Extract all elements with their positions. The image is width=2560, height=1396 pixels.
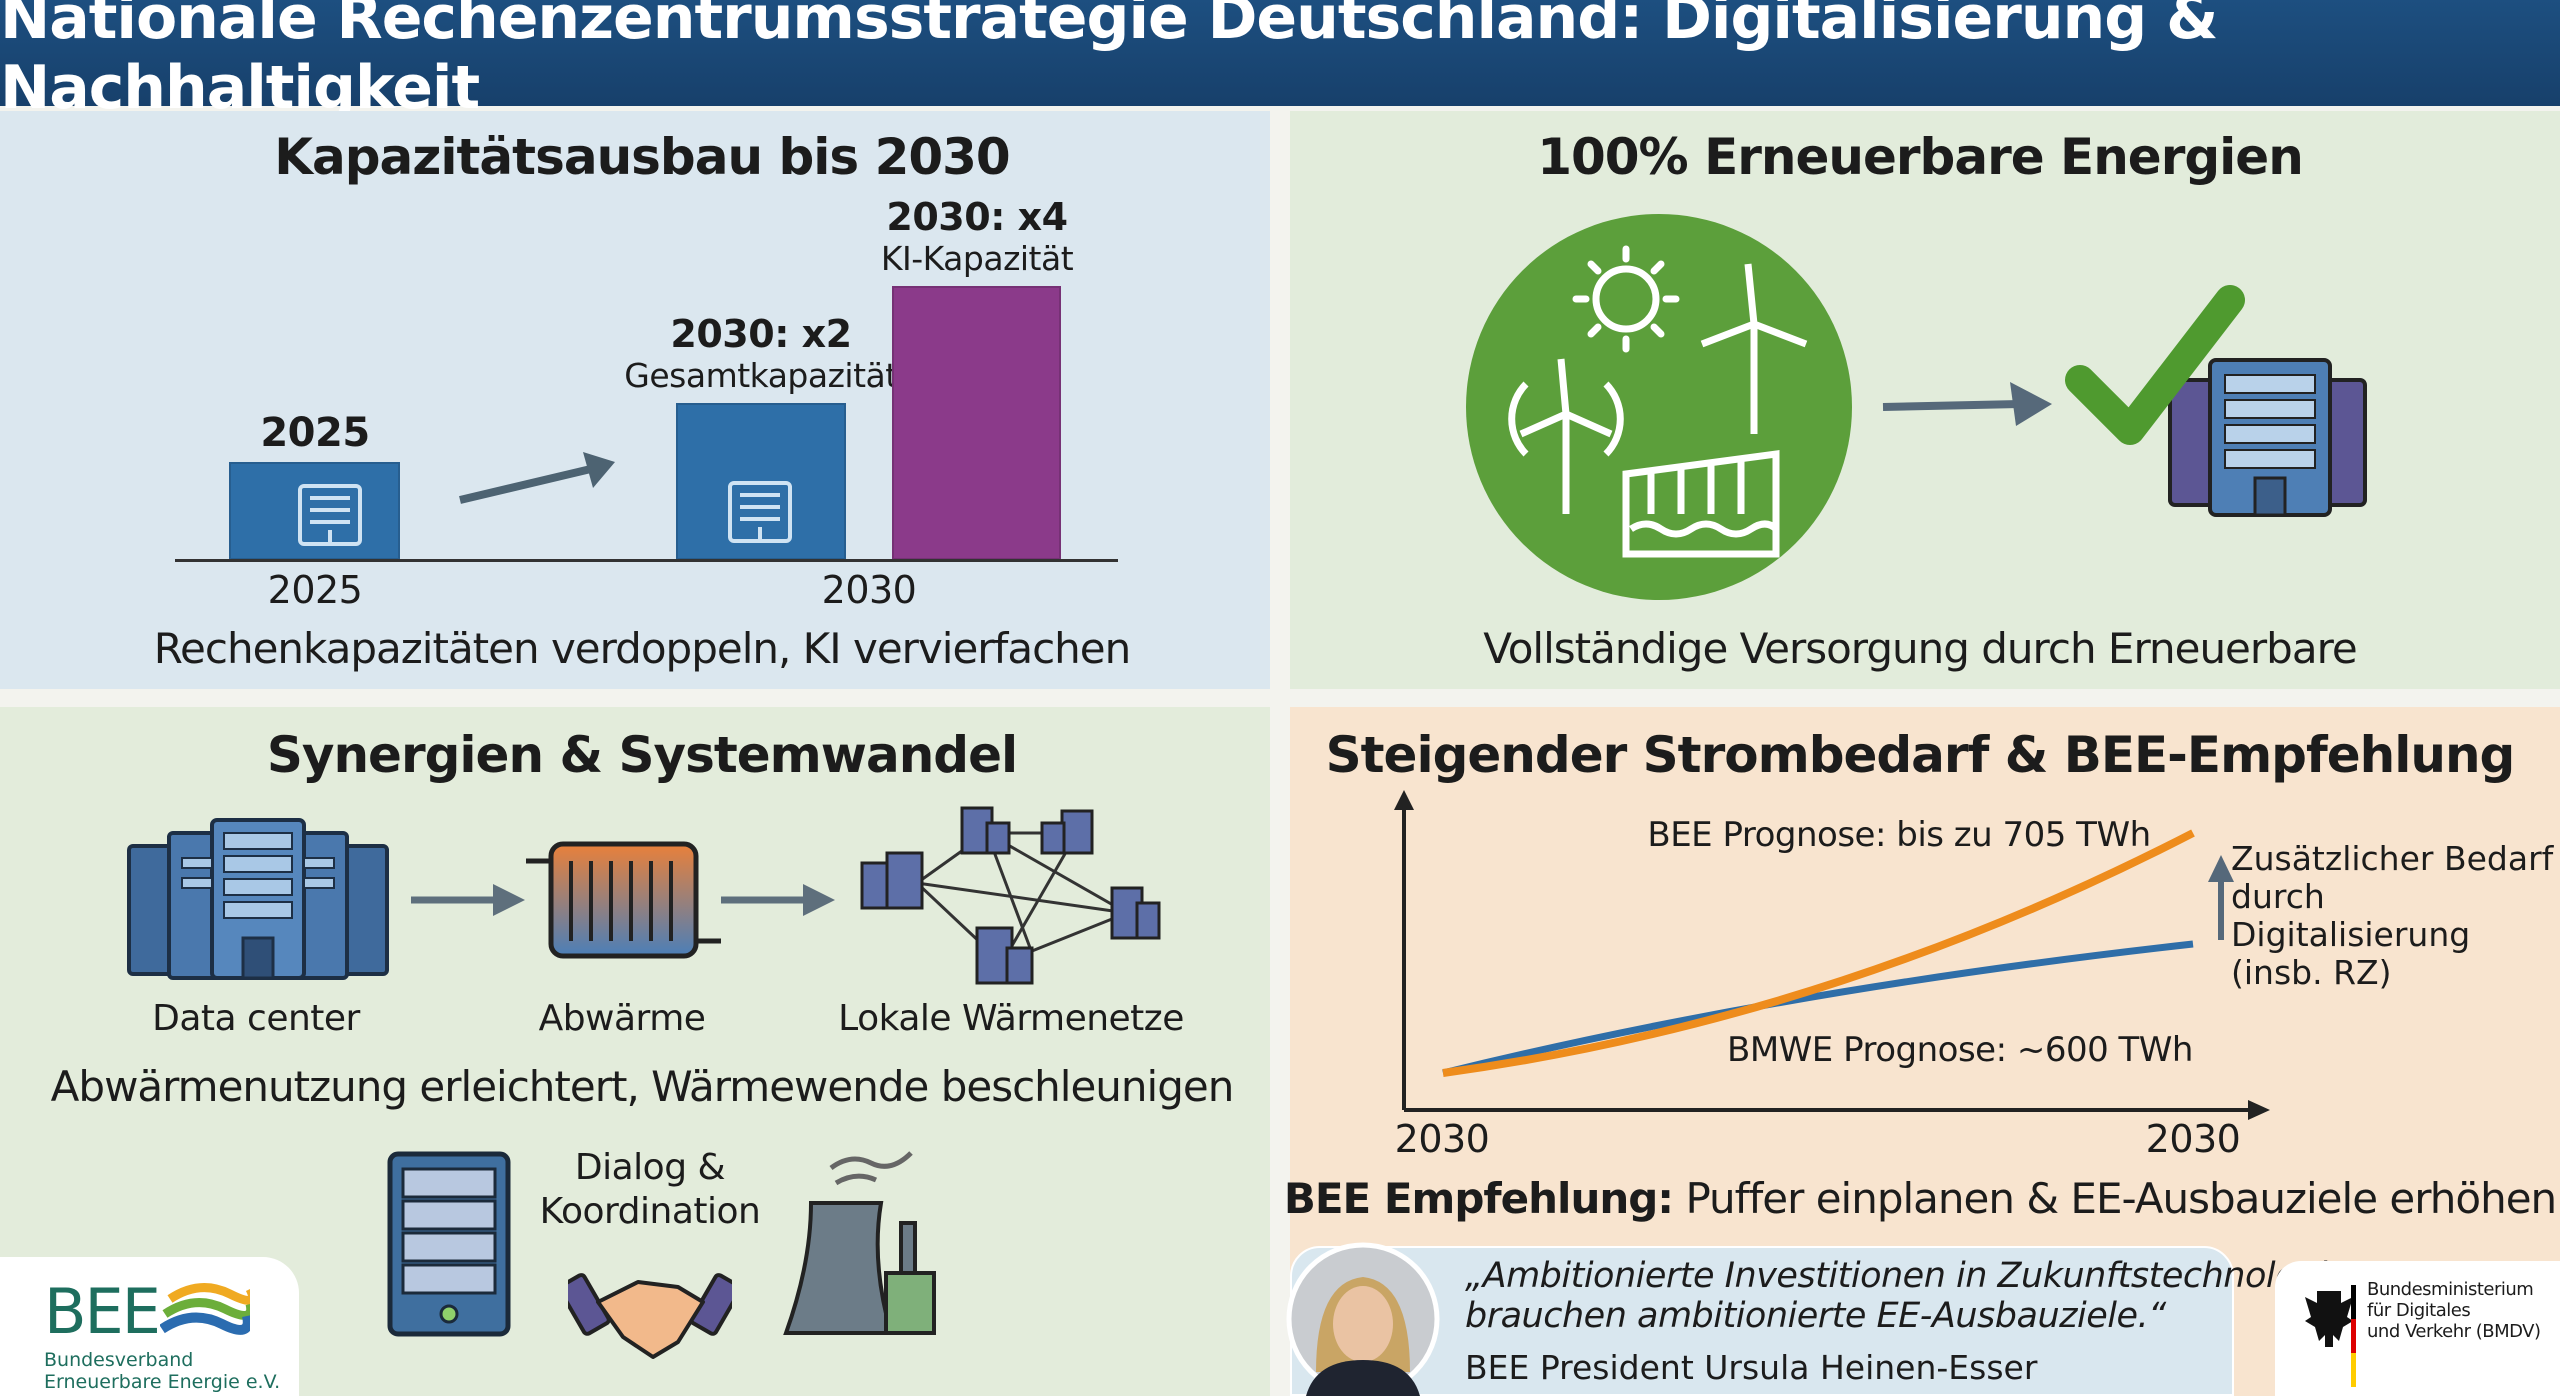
series-line-bmwe [1442, 940, 2194, 1077]
quote-text: „Ambitionierte Investitionen in Zukunfts… [1465, 1256, 2370, 1336]
series-line-bee [1442, 829, 2195, 1077]
bmwe-forecast-label: BMWE Prognose: ~600 TWh [1727, 1030, 2193, 1070]
building-icon [728, 481, 792, 543]
additional-demand-label: Zusätzlicher Bedarf durch Digitalisierung… [2231, 840, 2560, 992]
building-icon [298, 484, 362, 546]
step-label-local-heat-networks: Lokale Wärmenetze [838, 998, 1184, 1039]
baseline [175, 559, 1118, 562]
capacity-title: Kapazitätsausbau bis 2030 [274, 128, 1010, 186]
additional-demand-line: (insb. RZ) [2231, 953, 2392, 992]
bar-2025-label: 2025 [260, 410, 370, 456]
additional-demand-line: durch Digitalisierung [2231, 877, 2471, 954]
additional-demand-line: Zusätzlicher Bedarf [2231, 839, 2554, 878]
bmdv-logo-line: und Verkehr (BMDV) [2367, 1321, 2541, 1342]
bar-x2-sublabel: Gesamtkapazität [624, 356, 898, 395]
data-center-icon [127, 818, 389, 980]
step-label-data-center: Data center [152, 998, 360, 1039]
bar-x4-label: 2030: x4 [886, 195, 1068, 239]
x-axis-arrowhead [2248, 1100, 2270, 1120]
step-label-waste-heat: Abwärme [538, 998, 706, 1039]
recommendation-bold: BEE Empfehlung: [1283, 1174, 1674, 1223]
capacity-subtitle: Rechenkapazitäten verdoppeln, KI vervier… [153, 624, 1132, 673]
bar-2030-ai [892, 286, 1061, 560]
server-icon [387, 1151, 511, 1337]
handshake-icon [568, 1273, 732, 1359]
synergies-subtitle: Abwärmenutzung erleichtert, Wärmewende b… [50, 1062, 1235, 1111]
growth-arrow-icon [459, 452, 615, 504]
bee-logo: BEE Bundesverband Erneuerbare Energie e.V… [0, 1257, 299, 1396]
president-photo [1286, 1242, 1440, 1396]
additional-demand-arrowhead [2208, 855, 2234, 882]
bee-logo-mark: BEE [44, 1275, 161, 1348]
quote-line: brauchen ambitionierte EE-Ausbauziele.“ [1465, 1296, 2166, 1336]
green-datacenter-icon [2065, 285, 2367, 517]
renewables-title: 100% Erneuerbare Energien [1537, 128, 2304, 186]
bee-forecast-label: BEE Prognose: bis zu 705 TWh [1647, 815, 2151, 855]
quote-author: BEE President Ursula Heinen-Esser [1465, 1348, 2038, 1387]
axis-label-2030: 2030 [821, 568, 917, 612]
capacity-panel [0, 111, 1270, 689]
dialog-label-line: Koordination [539, 1191, 761, 1232]
page-title: Nationale Rechenzentrumsstrategie Deutsc… [0, 0, 2560, 123]
dialog-label: Dialog & Koordination [540, 1146, 761, 1234]
bar-x2-label: 2030: x2 [670, 312, 852, 356]
recommendation: BEE Empfehlung: Puffer einplanen & EE-Au… [1283, 1174, 2557, 1223]
recommendation-text: Puffer einplanen & EE-Ausbauziele erhöhe… [1673, 1174, 2557, 1223]
bee-logo-line: Erneuerbare Energie e.V. [44, 1371, 281, 1393]
x-tick-end: 2030 [2145, 1117, 2241, 1161]
quote-box [1290, 1246, 2234, 1396]
renewables-subtitle: Vollständige Versorgung durch Erneuerbar… [1483, 624, 2358, 673]
synergies-title: Synergien & Systemwandel [266, 726, 1018, 784]
demand-line-chart [1394, 790, 2270, 1120]
quote-line: „Ambitionierte Investitionen in Zukunfts… [1465, 1256, 2370, 1296]
arrow-icon [721, 884, 835, 916]
bmdv-logo-line: für Digitales [2367, 1300, 2471, 1321]
heat-network-icon [860, 806, 1161, 985]
arrow-icon [411, 884, 525, 916]
dialog-label-line: Dialog & [574, 1147, 726, 1188]
x-tick-start: 2030 [1394, 1117, 1490, 1161]
axis-label-2025: 2025 [267, 568, 363, 612]
bar-x4-sublabel: KI-Kapazität [880, 239, 1074, 278]
renewable-energy-icon [1466, 214, 1852, 600]
y-axis-arrowhead [1394, 790, 1414, 810]
demand-title: Steigender Strombedarf & BEE-Empfehlung [1325, 726, 2516, 784]
bmdv-logo-line: Bundesministerium [2367, 1279, 2534, 1300]
bmdv-logo: Bundesministerium für Digitales und Verkeh… [2275, 1261, 2560, 1396]
heat-exchanger-icon [526, 841, 721, 959]
power-plant-icon [783, 1151, 936, 1335]
federal-eagle-icon [2305, 1285, 2356, 1387]
bee-wave-icon [160, 1283, 250, 1335]
arrow-icon [1882, 382, 2052, 426]
bee-logo-line: Bundesverband [44, 1349, 194, 1371]
